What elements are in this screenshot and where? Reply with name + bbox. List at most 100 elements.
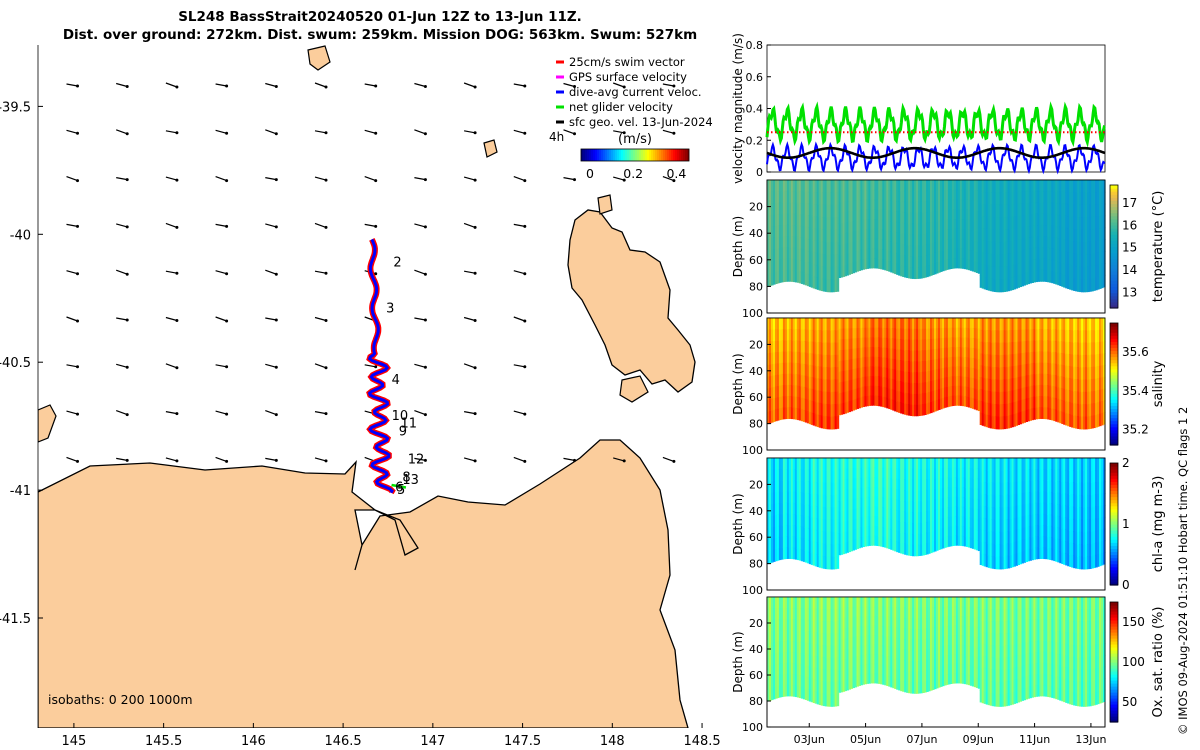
colorbar-tick-label: 16	[1122, 218, 1137, 232]
velocity-series-line	[766, 141, 1106, 175]
velocity-y-axis-label: velocity magnitude (m/s)	[731, 33, 745, 184]
depth-tick-label: 80	[749, 695, 763, 708]
depth-tick-label: 40	[749, 505, 763, 518]
time-tick-label: 09Jun	[963, 733, 994, 746]
colorbar-axis-label: temperature (°C)	[1151, 191, 1166, 303]
map-x-tick-label: 145.5	[145, 734, 182, 749]
map-area	[38, 45, 696, 728]
depth-tick-label: 40	[749, 227, 763, 240]
hunter-island	[38, 404, 57, 443]
map-x-tick-label: 147.5	[504, 734, 541, 749]
depth-tick-label: 20	[749, 201, 763, 214]
small-island	[597, 194, 613, 215]
depth-axis-label: Depth (m)	[731, 353, 745, 414]
time-tick-label: 03Jun	[794, 733, 825, 746]
depth-tick-label: 20	[749, 617, 763, 630]
legend-label: net glider velocity	[569, 100, 673, 114]
credit-text: © IMOS 09-Aug-2024 01:51:10 Hobart time.…	[1176, 406, 1190, 735]
velocity-y-tick-label: 0.8	[746, 39, 764, 52]
colorbar-tick-label: 15	[1122, 241, 1137, 255]
legend-label: dive-avg current veloc.	[569, 85, 702, 99]
track-day-label: 3	[386, 301, 394, 316]
colorbar-frame	[1109, 184, 1119, 309]
track-day-label: 4	[392, 373, 400, 388]
colorbar-tick-label: 0.4	[666, 166, 686, 181]
map-x-tick-label: 146	[241, 734, 266, 749]
colorbar-tick-label: 0.2	[623, 166, 643, 181]
colorbar-tick-label: 150	[1122, 615, 1145, 629]
track-day-label: 6	[395, 481, 403, 496]
time-tick-label: 13Jun	[1075, 733, 1106, 746]
velocity-series-line	[766, 146, 1106, 159]
small-island	[307, 45, 331, 71]
cape-barren-island	[619, 375, 649, 403]
isobaths-label: isobaths: 0 200 1000m	[48, 692, 193, 707]
depth-tick-label: 80	[749, 280, 763, 293]
track-day-label: 2	[393, 255, 401, 270]
legend-note: 4h	[549, 130, 564, 144]
depth-tick-label: 100	[742, 721, 763, 734]
map-y-tick-label: -40	[10, 228, 31, 243]
velocity-y-tick-label: 0.2	[746, 134, 764, 147]
colorbar-tick-label: 14	[1122, 263, 1137, 277]
colorbar-frame	[1109, 601, 1119, 723]
depth-tick-label: 100	[742, 307, 763, 320]
velocity-y-tick-label: 0	[756, 166, 763, 179]
track-day-label: 13	[402, 473, 419, 488]
depth-tick-label: 60	[749, 531, 763, 544]
chart-title-line2: Dist. over ground: 272km. Dist. swum: 25…	[62, 27, 698, 43]
map-y-tick-label: -39.5	[0, 100, 31, 115]
colorbar-axis-label: Ox. sat. ratio (%)	[1151, 607, 1166, 718]
track-day-label: 8	[402, 470, 410, 485]
flinders-island	[567, 209, 696, 393]
colorbar-frame	[1109, 322, 1119, 446]
colorbar-tick-label: 35.2	[1122, 423, 1149, 437]
time-tick-label: 05Jun	[850, 733, 881, 746]
depth-tick-label: 100	[742, 444, 763, 457]
colorbar-tick-label: 2	[1122, 456, 1130, 470]
colorbar-tick-label: 35.6	[1122, 345, 1149, 359]
colorbar-frame	[1109, 462, 1119, 586]
depth-tick-label: 60	[749, 669, 763, 682]
depth-axis-label: Depth (m)	[731, 493, 745, 554]
colorbar-tick-label: 0	[1122, 578, 1130, 592]
colorbar-tick-label: 35.4	[1122, 384, 1149, 398]
colorbar-tick-label: 17	[1122, 196, 1137, 210]
depth-axis-label: Depth (m)	[731, 631, 745, 692]
colorbar-axis-label: chl-a (mg m-3)	[1151, 476, 1166, 573]
map-y-tick-label: -41	[10, 484, 31, 499]
dive-avg-current-track	[367, 238, 394, 494]
net-velocity-segment	[391, 483, 407, 489]
depth-axis-label: Depth (m)	[731, 216, 745, 277]
map-y-tick-label: -41.5	[0, 612, 31, 627]
colorbar-tick-label: 50	[1122, 695, 1137, 709]
colorbar-label: (m/s)	[618, 132, 652, 147]
velocity-series-line	[765, 101, 1106, 148]
colorbar-axis-label: salinity	[1151, 360, 1166, 407]
map-x-tick-label: 147	[420, 734, 445, 749]
track-day-label: 5	[397, 483, 405, 498]
depth-tick-label: 80	[749, 418, 763, 431]
time-tick-label: 07Jun	[906, 733, 937, 746]
legend-label: 25cm/s swim vector	[569, 55, 685, 69]
chart-title-line1: SL248 BassStrait20240520 01-Jun 12Z to 1…	[178, 9, 582, 25]
velocity-y-tick-label: 0.6	[746, 71, 764, 84]
depth-tick-label: 40	[749, 365, 763, 378]
small-island	[483, 139, 498, 158]
legend-label: sfc geo. vel. 13-Jun-2024	[569, 115, 713, 129]
track-day-label: 9	[399, 424, 407, 439]
map-x-tick-label: 148	[600, 734, 625, 749]
colorbar-tick-label: 1	[1122, 517, 1130, 531]
speed-colorbar: (m/s) 0 0.2 0.4	[580, 132, 690, 181]
track-day-label: 11	[401, 417, 418, 432]
map-x-tick-label: 148.5	[683, 734, 720, 749]
tasmania-landmass	[38, 439, 689, 728]
colorbar-tick-label: 0	[586, 166, 594, 181]
depth-tick-label: 60	[749, 391, 763, 404]
track-day-label: 12	[408, 452, 425, 467]
depth-tick-label: 60	[749, 254, 763, 267]
depth-tick-label: 100	[742, 584, 763, 597]
depth-tick-label: 20	[749, 478, 763, 491]
